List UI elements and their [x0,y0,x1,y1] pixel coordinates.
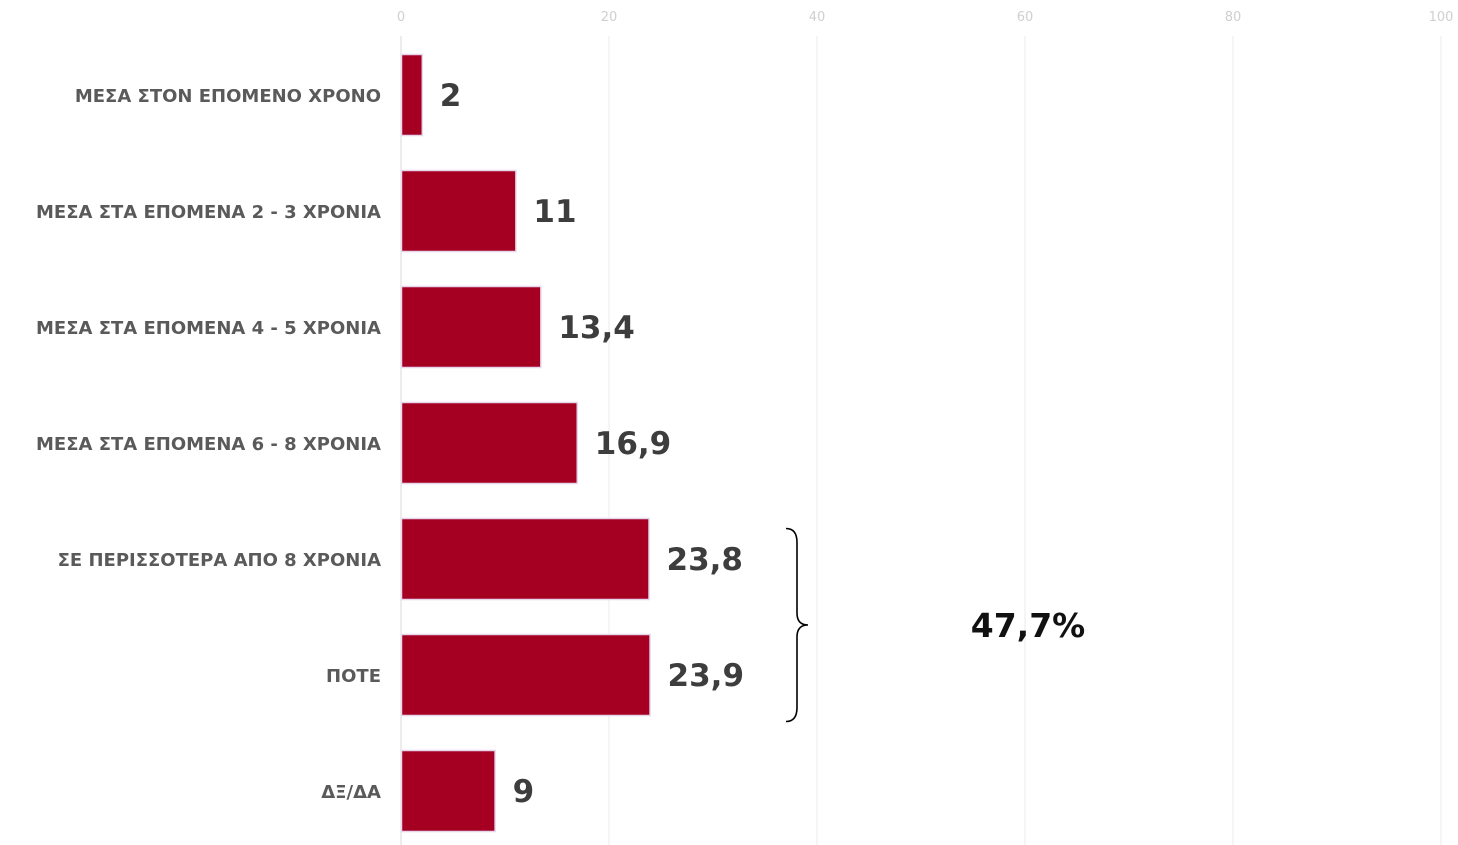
data-label: 11 [533,194,576,230]
category-label: ΜΕΣΑ ΣΤΟΝ ΕΠΟΜΕΝΟ ΧΡΟΝΟ [75,86,381,107]
category-label: ΣΕ ΠΕΡΙΣΣΟΤΕΡΑ ΑΠΟ 8 ΧΡΟΝΙΑ [58,550,381,571]
bar [400,169,517,253]
annotation-label: 47,7% [971,606,1086,645]
bars [400,53,651,833]
x-tick-label: 100 [1429,10,1454,25]
data-label: 23,8 [667,542,744,578]
data-label: 9 [513,774,535,810]
bar [400,53,424,137]
category-label: ΔΞ/ΔΑ [321,782,381,803]
bar [400,517,650,601]
data-label: 2 [440,78,462,114]
annotation-group: 47,7% [785,527,1086,723]
category-label: ΜΕΣΑ ΣΤΑ ΕΠΟΜΕΝΑ 4 - 5 ΧΡΟΝΙΑ [36,318,381,339]
value-labels: 2 11 13,4 16,9 23,8 23,9 9 [440,78,744,810]
x-tick-label: 40 [809,10,826,25]
category-label: ΠΟΤΕ [326,666,381,687]
bar [400,633,651,717]
x-tick-label: 0 [397,10,405,25]
data-label: 16,9 [595,426,672,462]
category-label: ΜΕΣΑ ΣΤΑ ΕΠΟΜΕΝΑ 6 - 8 ΧΡΟΝΙΑ [36,434,381,455]
x-tick-label: 80 [1225,10,1242,25]
data-label: 13,4 [558,310,635,346]
brace-icon [785,527,809,723]
category-label: ΜΕΣΑ ΣΤΑ ΕΠΟΜΕΝΑ 2 - 3 ΧΡΟΝΙΑ [36,202,381,223]
x-tick-label: 60 [1017,10,1034,25]
x-tick-label: 20 [601,10,618,25]
category-labels: ΜΕΣΑ ΣΤΟΝ ΕΠΟΜΕΝΟ ΧΡΟΝΟ ΜΕΣΑ ΣΤΑ ΕΠΟΜΕΝΑ … [36,86,381,803]
bar [400,401,579,485]
bar [400,749,496,833]
data-label: 23,9 [668,658,745,694]
x-axis: 0 20 40 60 80 100 [397,10,1454,25]
bar [400,285,542,369]
